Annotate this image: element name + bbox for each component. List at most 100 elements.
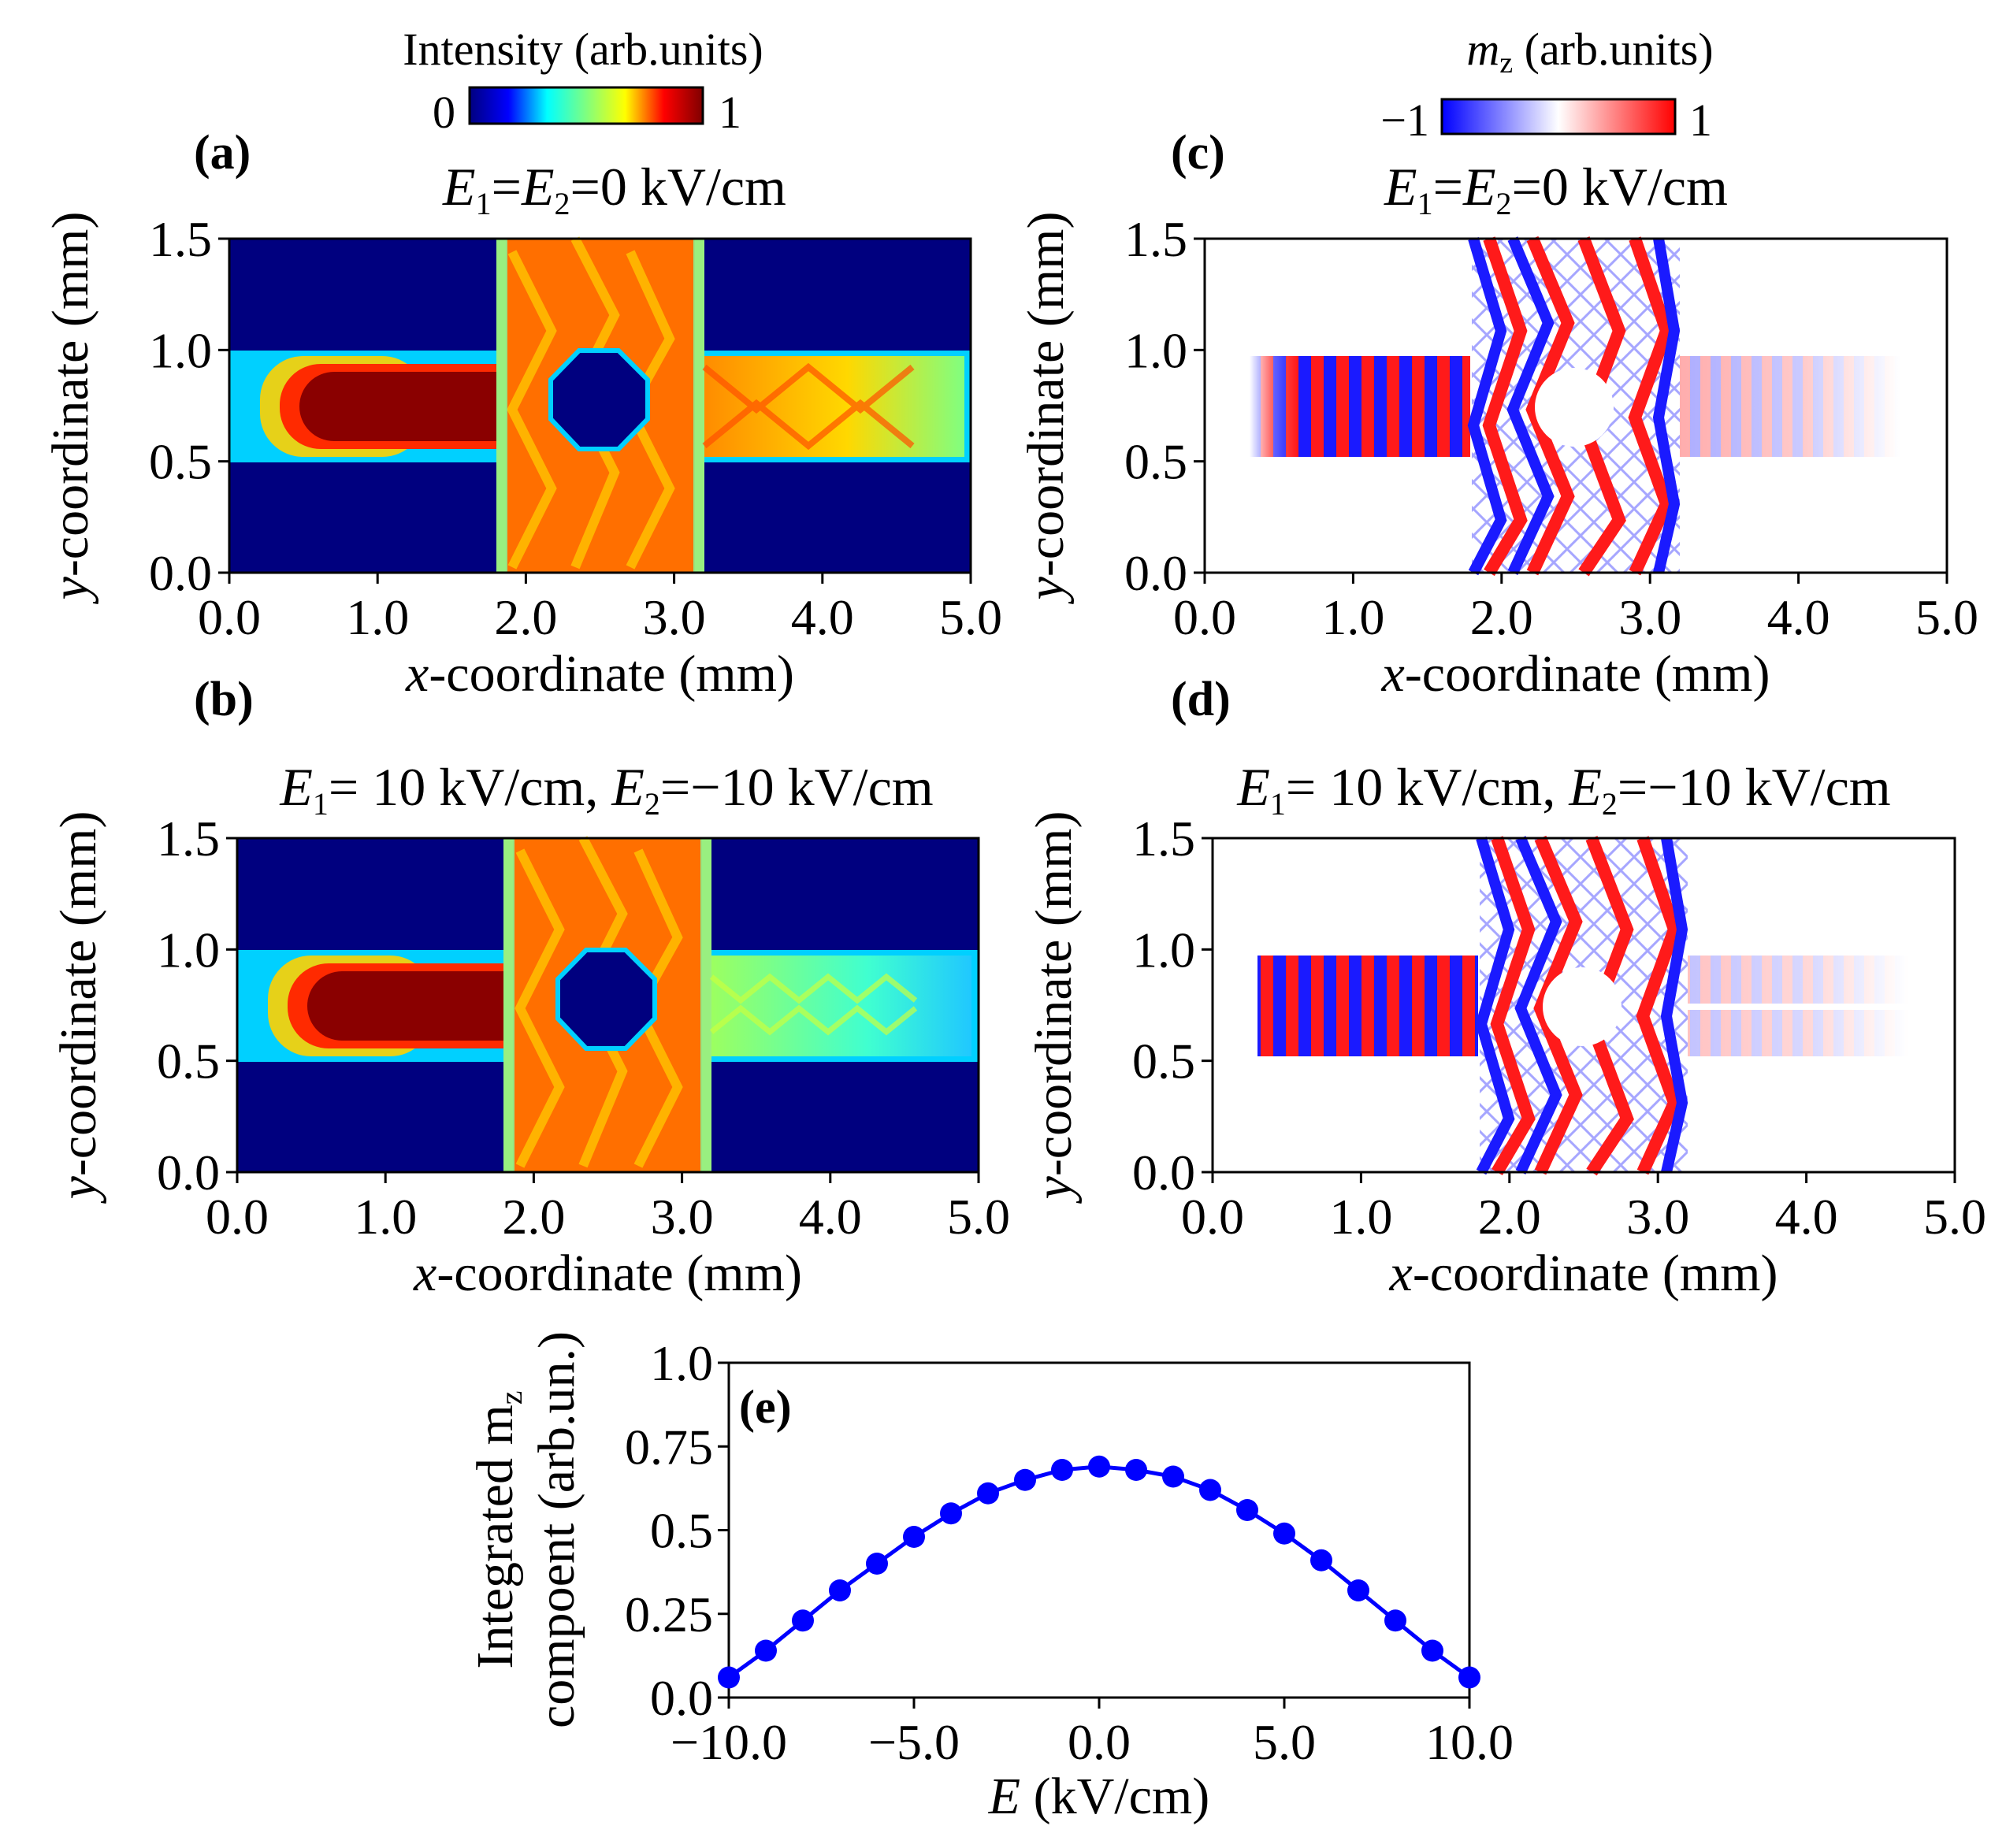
x-tick-label: 3.0 (1626, 1189, 1689, 1245)
data-point (1199, 1479, 1221, 1501)
intensity-colorbar-max: 1 (719, 87, 741, 138)
panel-a-heatmap (228, 236, 972, 574)
x-tick-label: 1.0 (354, 1189, 417, 1245)
y-tick-label: 0.5 (157, 1033, 220, 1089)
x-tick-label: 5.0 (947, 1189, 1010, 1245)
y-tick-label: 1.0 (1132, 922, 1195, 978)
x-tick-label: −5.0 (868, 1714, 960, 1770)
panel-a-title: E1=E2=0 kV/cm (442, 157, 786, 221)
y-tick-label: 1.0 (149, 322, 212, 378)
panel-b-hole (555, 948, 657, 1051)
y-tick-label: 0.75 (625, 1419, 713, 1475)
x-tick-label: 0.0 (1173, 589, 1236, 645)
y-tick-label: 1.0 (157, 922, 220, 978)
x-tick-label: 4.0 (791, 589, 854, 645)
x-tick-label: 4.0 (1775, 1189, 1838, 1245)
series-points (718, 1455, 1480, 1689)
x-tick-label: 0.0 (1181, 1189, 1244, 1245)
x-tick-label: 3.0 (643, 589, 706, 645)
intensity-colorbar-min: 0 (433, 87, 455, 138)
x-tick-label: 2.0 (494, 589, 557, 645)
y-tick-label: 1.5 (1124, 211, 1187, 267)
x-tick-label: 0.0 (198, 589, 261, 645)
panel-a-hot-core (299, 372, 536, 441)
panel-d-heatmap (1211, 835, 1956, 1176)
data-point (977, 1482, 999, 1505)
panel-b-title: E1= 10 kV/cm, E2=−10 kV/cm (279, 757, 933, 822)
x-tick-label: −10.0 (671, 1714, 787, 1770)
panel-c-letter: (c) (1171, 126, 1225, 180)
data-point (718, 1666, 740, 1689)
x-tick-label: 5.0 (1923, 1189, 1986, 1245)
data-point (1421, 1639, 1443, 1662)
intensity-colorbar-gradient (468, 86, 704, 125)
data-point (1384, 1609, 1406, 1632)
panel-d-title: E1= 10 kV/cm, E2=−10 kV/cm (1236, 757, 1890, 822)
data-point (1162, 1465, 1184, 1488)
panel-d-frame (1211, 837, 1956, 1174)
data-point (940, 1502, 962, 1525)
y-tick-label: 0.5 (650, 1503, 713, 1559)
x-axis-label: x-coordinate (mm) (413, 1245, 802, 1302)
y-tick-label: 1.5 (157, 811, 220, 866)
data-point (866, 1553, 888, 1575)
y-tick-label: 1.5 (149, 211, 212, 267)
panel-d-letter: (d) (1171, 673, 1231, 726)
x-tick-label: 5.0 (939, 589, 1002, 645)
data-point (1347, 1579, 1369, 1601)
panel-e-frame (727, 1361, 1471, 1699)
panel-a-output (704, 356, 964, 457)
panel-e-letter: (e) (739, 1381, 792, 1433)
x-tick-label: 3.0 (1618, 589, 1681, 645)
panel-b-heatmap (236, 836, 980, 1174)
data-point (1014, 1468, 1036, 1491)
panel-b-letter: (b) (194, 673, 254, 726)
x-tick-label: 0.0 (206, 1189, 269, 1245)
panel-c-heatmap (1203, 236, 1948, 577)
data-point (792, 1609, 814, 1632)
y-axis-label: y-coordinate (mm) (42, 212, 99, 605)
panel-b-output (711, 956, 971, 1056)
y-axis-label: y-coordinate (mm) (50, 811, 107, 1204)
y-tick-label: 0.0 (157, 1145, 220, 1200)
data-point (1236, 1499, 1258, 1521)
panel-d-hole (1543, 967, 1622, 1046)
x-axis-label: x-coordinate (mm) (1389, 1245, 1778, 1302)
panel-d-axes: 0.0 1.0 2.0 3.0 4.0 5.0 0.0 0.5 1.0 1.5 x-coordina… (1025, 811, 1986, 1302)
mz-colorbar-gradient (1440, 98, 1677, 135)
mz-colorbar-max: 1 (1689, 95, 1712, 146)
panel-b-frame (236, 837, 980, 1174)
panel-c-title: E1=E2=0 kV/cm (1384, 157, 1728, 221)
data-point (755, 1639, 777, 1662)
x-tick-label: 4.0 (799, 1189, 862, 1245)
panel-a-frame (228, 237, 972, 574)
mz-colorbar: mz (arb.units) −1 1 (1380, 24, 1713, 146)
x-tick-label: 10.0 (1425, 1714, 1514, 1770)
data-point (1273, 1522, 1295, 1545)
y-tick-label: 1.0 (650, 1335, 713, 1391)
panel-d-source-waves (1257, 956, 1478, 1056)
y-tick-label: 0.5 (1132, 1033, 1195, 1089)
y-tick-label: 0.5 (149, 434, 212, 490)
mz-colorbar-label: mz (arb.units) (1466, 24, 1713, 80)
y-tick-label: 0.0 (149, 545, 212, 601)
y-tick-label: 0.0 (650, 1670, 713, 1726)
x-tick-label: 0.0 (1068, 1714, 1131, 1770)
x-tick-label: 1.0 (1329, 1189, 1392, 1245)
data-point (1088, 1455, 1110, 1478)
panel-e-y-label-line1: Integrated mz (466, 1390, 529, 1668)
x-tick-label: 1.0 (1321, 589, 1384, 645)
panel-a-letter: (a) (194, 126, 251, 180)
data-point (1051, 1459, 1073, 1481)
panel-e-axes: −10.0 −5.0 0.0 5.0 10.0 0.0 0.25 0.5 0.75 1.0 (625, 1335, 1514, 1770)
y-tick-label: 0.5 (1124, 434, 1187, 490)
panel-c-axes: 0.0 1.0 2.0 3.0 4.0 5.0 0.0 0.5 1.0 1.5 x-coordina… (1017, 211, 1978, 703)
map-axes: 0.0 1.0 2.0 3.0 4.0 5.0 0.0 0.5 1.0 1.5 x-coordina… (42, 211, 1986, 1302)
panel-e-plot: (e) −10.0 −5.0 0.0 5.0 10.0 0.0 0.25 0.5 0.75 1.0… (466, 1331, 1514, 1825)
y-tick-label: 1.0 (1124, 322, 1187, 378)
y-tick-label: 1.5 (1132, 811, 1195, 866)
data-point (1310, 1549, 1332, 1572)
panel-c-hole (1535, 368, 1614, 447)
intensity-colorbar-label: Intensity (arb.units) (403, 24, 763, 75)
